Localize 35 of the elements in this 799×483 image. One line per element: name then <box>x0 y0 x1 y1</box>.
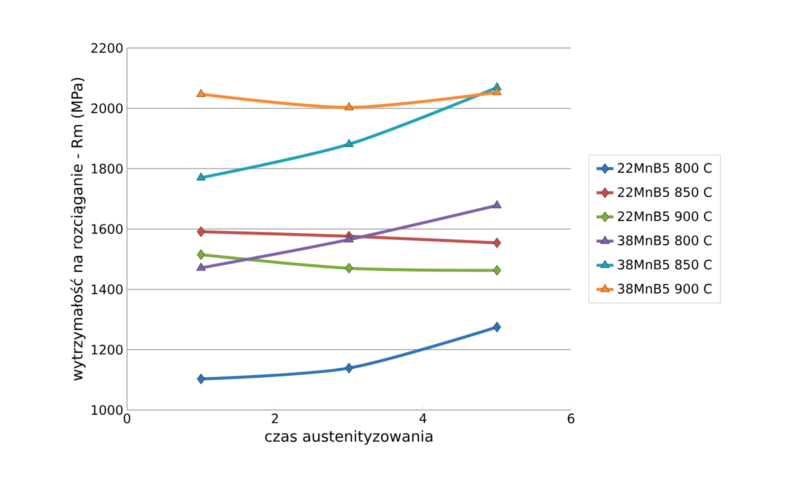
point <box>344 102 354 110</box>
point <box>196 262 206 271</box>
legend-label: 22MnB5 800 C <box>618 163 712 173</box>
point <box>196 249 206 260</box>
y-tick-label: 1400 <box>92 284 123 294</box>
legend-label: 38MnB5 900 C <box>618 284 712 294</box>
y-tick-label: 1000 <box>92 405 123 415</box>
x-tick-label: 2 <box>272 414 278 424</box>
x-axis-title: czas austenityzowania <box>265 430 432 445</box>
x-tick-label: 0 <box>124 414 130 424</box>
point <box>492 238 502 248</box>
point <box>492 200 502 208</box>
legend-label: 22MnB5 900 C <box>618 211 712 222</box>
point <box>196 88 206 97</box>
y-tick-label: 2000 <box>91 103 123 114</box>
point <box>492 87 502 96</box>
x-tick-label: 6 <box>568 414 574 424</box>
y-tick-label: 1200 <box>92 344 123 355</box>
point <box>492 265 502 276</box>
point <box>344 138 354 148</box>
x-tick-label: 4 <box>419 414 426 424</box>
y-tick-label: 2200 <box>91 43 123 53</box>
point <box>344 234 354 242</box>
point <box>196 172 206 181</box>
y-tick-label: 1800 <box>92 164 123 174</box>
legend-label: 38MnB5 850 C <box>618 260 712 270</box>
point <box>344 262 354 274</box>
point <box>196 226 206 238</box>
y-tick-label: 1600 <box>92 224 123 234</box>
point <box>492 322 502 332</box>
legend-label: 22MnB5 850 C <box>618 187 712 198</box>
legend-label: 38MnB5 800 C <box>618 236 712 246</box>
y-axis-title: wytrzymałość na rozciąganie - Rm (MPa) <box>70 78 86 381</box>
point <box>344 362 354 374</box>
point <box>196 374 206 384</box>
